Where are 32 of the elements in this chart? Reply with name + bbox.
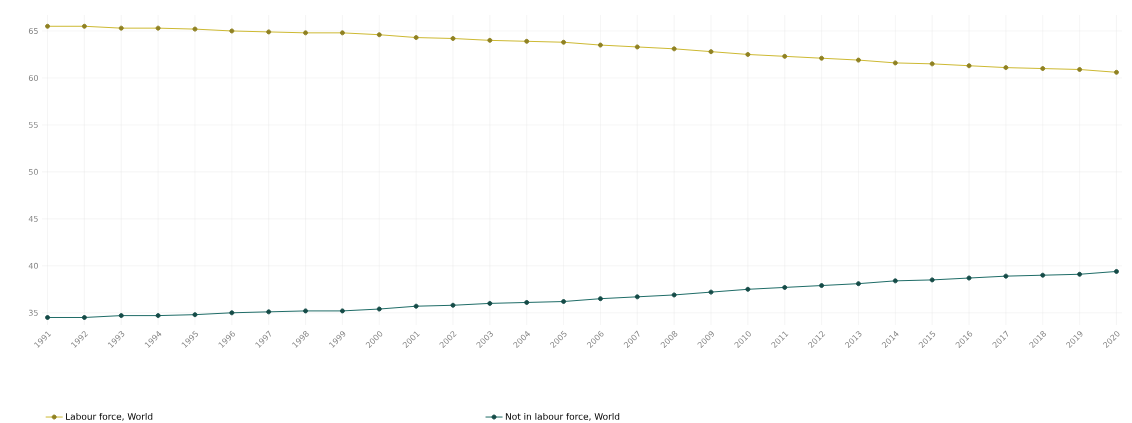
point <box>1040 272 1046 278</box>
point <box>1077 271 1083 277</box>
point <box>745 286 751 292</box>
point <box>966 275 972 281</box>
point <box>929 277 935 283</box>
point <box>708 289 714 295</box>
point <box>819 283 825 289</box>
point <box>45 314 51 320</box>
point <box>118 313 124 319</box>
point <box>450 302 456 308</box>
point <box>892 278 898 284</box>
legend-label: Labour force, World <box>66 412 153 421</box>
point <box>1113 268 1119 274</box>
point <box>413 303 419 309</box>
point <box>229 310 235 316</box>
point <box>81 314 87 320</box>
point <box>855 281 861 287</box>
legend-label: Not in labour force, World <box>505 412 620 421</box>
point <box>303 308 309 314</box>
point <box>524 299 530 305</box>
point <box>155 313 161 319</box>
point <box>597 296 603 302</box>
point <box>266 309 272 315</box>
point <box>1003 273 1009 279</box>
point <box>561 299 567 305</box>
point <box>376 306 382 312</box>
point <box>339 308 345 314</box>
point <box>634 294 640 300</box>
point <box>782 284 788 290</box>
point <box>671 292 677 298</box>
point <box>192 312 198 318</box>
point <box>487 300 493 306</box>
